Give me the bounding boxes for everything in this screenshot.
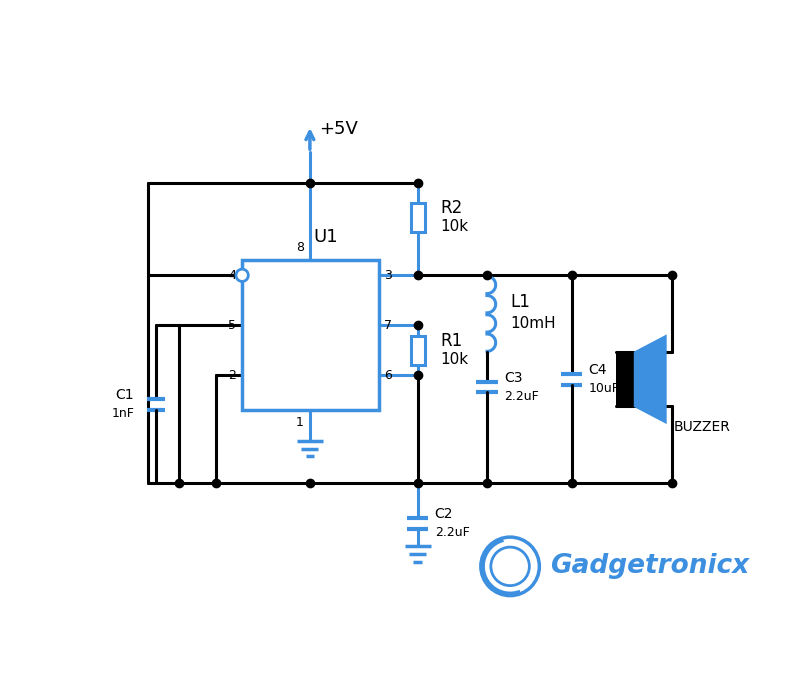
Bar [410,203,425,232]
Circle shape [481,537,539,595]
Text: 2: 2 [228,369,236,382]
Bar [242,260,379,410]
Text: C1: C1 [116,388,134,402]
Text: 10k: 10k [441,219,469,235]
Text: DC: DC [350,315,368,328]
Text: 555: 555 [306,371,338,388]
Text: 1nF: 1nF [111,407,134,420]
Text: 4: 4 [228,269,236,282]
Text: 6: 6 [384,369,392,382]
Text: GND: GND [293,369,321,382]
Text: Q: Q [354,269,364,282]
Text: R1: R1 [441,332,463,350]
Text: C4: C4 [589,363,607,377]
Text: 7: 7 [384,319,392,332]
Text: 5: 5 [228,319,236,332]
Text: BUZZER: BUZZER [674,420,730,434]
Bar [616,353,635,406]
Text: C2: C2 [434,507,453,521]
Polygon shape [635,336,666,422]
Text: U1: U1 [314,228,338,246]
Circle shape [236,269,248,282]
Text: +5V: +5V [319,120,358,138]
Text: TH: TH [350,369,368,382]
Text: C3: C3 [504,371,522,385]
Bar [410,336,425,365]
Text: 10uF: 10uF [589,382,619,395]
Text: TR: TR [252,369,269,382]
Text: 3: 3 [384,269,392,282]
Text: 1: 1 [296,416,304,429]
Text: 10k: 10k [441,352,469,367]
Text: 10mH: 10mH [510,315,556,331]
Text: L1: L1 [510,293,530,311]
Text: 8: 8 [296,241,304,254]
Text: CV: CV [252,319,270,332]
Text: R2: R2 [441,199,463,217]
Text: 2.2uF: 2.2uF [504,390,538,403]
Circle shape [491,547,530,586]
Text: Gadgetronicx: Gadgetronicx [550,553,750,580]
Text: R: R [254,269,263,282]
Text: 2.2uF: 2.2uF [434,526,470,539]
Text: VCC: VCC [294,269,320,282]
